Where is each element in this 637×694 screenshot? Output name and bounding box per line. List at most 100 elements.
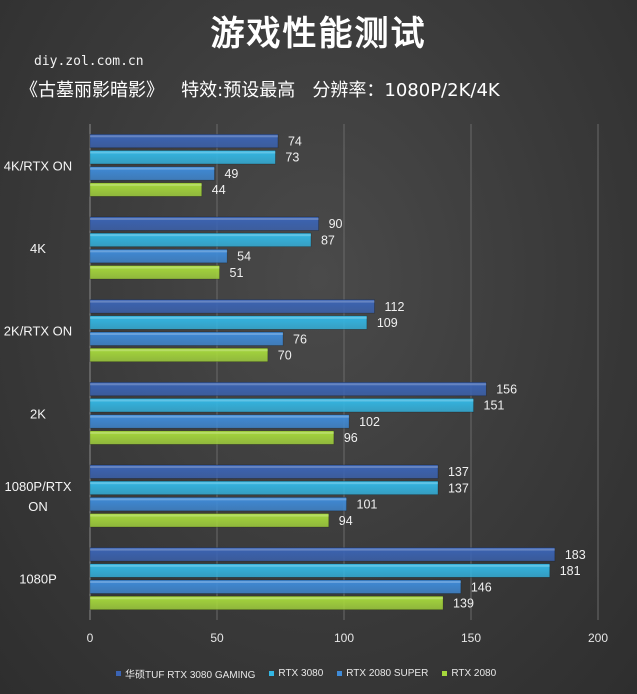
bar: [89, 331, 284, 346]
category-label: ON: [28, 499, 48, 514]
data-label: 44: [212, 183, 226, 197]
data-label: 94: [339, 514, 353, 528]
bar: [89, 398, 474, 413]
bar: [89, 497, 347, 512]
bar-highlight: [90, 333, 284, 336]
data-label: 54: [237, 250, 251, 264]
bar-highlight: [90, 300, 375, 303]
legend-label: RTX 2080 SUPER: [346, 668, 429, 679]
data-label: 87: [321, 233, 335, 247]
bar: [89, 265, 220, 280]
bar-highlight: [90, 167, 215, 170]
x-tick-label: 50: [210, 631, 224, 645]
bar: [89, 430, 335, 445]
legend-swatch: [337, 671, 343, 676]
bar-highlight: [90, 383, 487, 386]
bar: [89, 595, 444, 611]
chart-title: 游戏性能测试: [210, 14, 427, 54]
legend-label: RTX 3080: [278, 668, 324, 679]
bar: [89, 563, 551, 578]
bar-highlight: [90, 316, 367, 319]
bar: [89, 232, 312, 247]
bar-highlight: [90, 581, 461, 584]
legend-label: RTX 2080: [451, 668, 497, 679]
data-label: 156: [496, 383, 517, 397]
category-label: 1080P/RTX: [5, 479, 72, 494]
x-tick-label: 150: [461, 631, 481, 645]
bar-highlight: [90, 498, 347, 501]
bar-highlight: [90, 564, 550, 567]
data-label: 181: [560, 564, 581, 578]
data-label: 151: [484, 399, 505, 413]
data-label: 49: [224, 167, 238, 181]
bar: [89, 150, 276, 165]
bar: [89, 414, 350, 429]
bar: [89, 579, 462, 594]
bar: [89, 513, 330, 528]
data-label: 109: [377, 316, 398, 330]
data-label: 137: [448, 481, 469, 495]
bar: [89, 166, 215, 181]
data-label: 76: [293, 332, 307, 346]
legend-label: 华硕TUF RTX 3080 GAMING: [125, 670, 256, 681]
bar-highlight: [90, 349, 268, 352]
x-tick-label: 0: [87, 631, 94, 645]
legend-swatch: [116, 671, 121, 676]
bar-highlight: [90, 266, 220, 269]
bar-highlight: [90, 597, 444, 600]
bar: [89, 133, 279, 149]
bar-highlight: [90, 217, 319, 220]
bar-highlight: [90, 548, 555, 551]
bar-highlight: [90, 151, 276, 154]
legend-item: RTX 3080: [269, 666, 323, 681]
legend-swatch: [442, 671, 448, 676]
data-label: 137: [448, 465, 469, 479]
bar: [89, 480, 439, 495]
data-label: 70: [278, 348, 292, 362]
bar: [89, 182, 203, 197]
bar-highlight: [90, 465, 438, 468]
legend-item: RTX 2080: [442, 666, 496, 681]
category-label: 4K: [30, 241, 46, 256]
legend-item: 华硕TUF RTX 3080 GAMING: [116, 666, 255, 681]
legend-swatch: [269, 671, 275, 676]
data-label: 183: [565, 548, 586, 562]
bar-highlight: [90, 399, 474, 402]
source-watermark: diy.zol.com.cn: [34, 54, 144, 69]
data-label: 101: [357, 498, 378, 512]
bar: [89, 216, 319, 231]
bar-highlight: [90, 234, 311, 237]
category-label: 2K/RTX ON: [4, 324, 72, 339]
bar-highlight: [90, 482, 438, 485]
bar-highlight: [90, 514, 329, 517]
bar: [89, 347, 269, 363]
chart-subtitle: 《古墓丽影暗影》 特效:预设最高 分辨率：1080P/2K/4K: [20, 80, 500, 101]
bar-highlight: [90, 431, 334, 434]
bar: [89, 547, 556, 562]
bar: [89, 299, 375, 314]
bar-highlight: [90, 183, 202, 186]
data-label: 73: [285, 151, 299, 165]
bar: [89, 249, 228, 264]
legend-item: RTX 2080 SUPER: [337, 666, 428, 681]
data-label: 51: [230, 266, 244, 280]
chart-legend: 华硕TUF RTX 3080 GAMING RTX 3080 RTX 2080 SU…: [116, 666, 636, 681]
bar: [89, 464, 439, 479]
data-label: 112: [384, 300, 404, 314]
category-label: 1080P: [19, 572, 57, 587]
bar-highlight: [90, 415, 350, 418]
data-label: 146: [471, 580, 492, 594]
bar: [89, 315, 368, 330]
data-label: 90: [329, 217, 343, 231]
data-label: 139: [453, 596, 474, 610]
x-tick-label: 200: [588, 631, 608, 645]
bar-highlight: [90, 135, 278, 138]
bar-highlight: [90, 250, 228, 253]
category-label: 4K/RTX ON: [4, 158, 72, 173]
data-label: 102: [359, 415, 380, 429]
category-label: 2K: [30, 406, 46, 421]
bar: [89, 381, 487, 397]
data-label: 74: [288, 135, 302, 149]
data-label: 96: [344, 431, 358, 445]
